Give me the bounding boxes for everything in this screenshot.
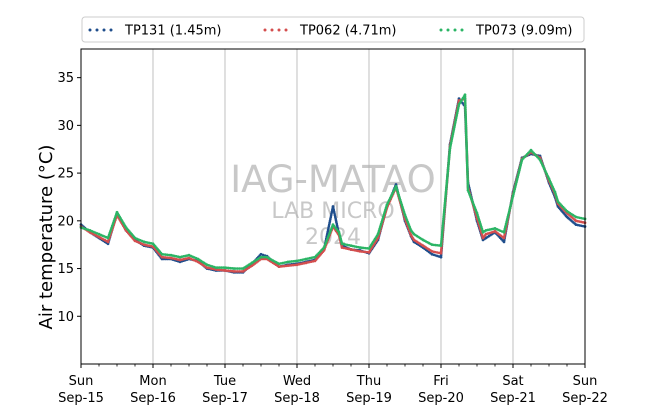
series-trace (216, 266, 220, 269)
grid-lines (152, 49, 514, 364)
x-tick-date: Sep-20 (418, 391, 464, 406)
legend-marker (277, 28, 281, 32)
legend-box (81, 16, 585, 43)
data-point (214, 266, 218, 269)
data-point (259, 255, 263, 259)
x-tick-day: Fri (433, 374, 449, 389)
legend-marker (284, 28, 288, 32)
series-trace (236, 267, 239, 270)
legend-marker (453, 28, 457, 32)
legend-item: TP062 (4.71m) (263, 24, 396, 39)
legend: TP131 (1.45m) TP062 (4.71m) TP073 (9.09m) (81, 16, 585, 43)
series-trace (238, 270, 241, 273)
legend-marker (109, 28, 113, 32)
y-tick-label: 20 (57, 214, 74, 229)
x-tick-date: Sep-19 (346, 391, 392, 406)
series-trace (236, 270, 239, 273)
legend-marker (102, 28, 106, 32)
x-tick-date: Sep-17 (202, 391, 248, 406)
data-points (79, 93, 587, 274)
data-point (457, 99, 461, 102)
y-tick-label: 30 (57, 119, 74, 134)
x-tick-day: Tue (213, 374, 236, 389)
y-tick-label: 10 (57, 310, 74, 325)
y-axis-label: Air temperature (°C) (36, 145, 57, 330)
legend-item: TP131 (1.45m) (88, 24, 221, 39)
y-tick-label: 25 (57, 167, 74, 182)
watermark: IAG-MATAO LAB MICRO 2024 (230, 158, 435, 250)
legend-marker (95, 28, 99, 32)
series-trace (261, 257, 265, 261)
watermark-line-1: IAG-MATAO (230, 158, 435, 201)
x-tick-day: Mon (139, 374, 166, 389)
x-axis: Sun Sep-15 Mon Sep-16 Tue Sep-17 Wed Sep-18 Thu S… (58, 364, 608, 406)
legend-item: TP073 (9.09m) (439, 24, 572, 39)
legend-marker (439, 28, 443, 32)
legend-marker (270, 28, 274, 32)
data-point (232, 267, 236, 270)
x-tick-date: Sep-22 (562, 391, 608, 406)
legend-label: TP073 (9.09m) (475, 24, 572, 39)
y-tick-label: 35 (57, 71, 74, 86)
series-TP073 (9.09m) (79, 93, 587, 270)
series-trace (263, 257, 267, 261)
series-trace (263, 255, 267, 259)
x-tick-day: Sat (502, 374, 523, 389)
legend-label: TP131 (1.45m) (124, 24, 221, 39)
series-trace (220, 266, 223, 269)
series-trace (234, 267, 238, 270)
x-tick-date: Sep-15 (58, 391, 104, 406)
x-tick-day: Sun (69, 374, 94, 389)
series-trace (261, 255, 265, 259)
legend-marker (263, 28, 267, 32)
y-axis: 10 15 20 25 30 35 (57, 71, 81, 325)
legend-marker (88, 28, 92, 32)
x-tick-day: Wed (283, 374, 311, 389)
legend-marker (446, 28, 450, 32)
x-tick-date: Sep-16 (130, 391, 176, 406)
x-tick-day: Thu (356, 374, 381, 389)
data-point (259, 252, 263, 256)
series-trace (234, 270, 238, 273)
x-tick-date: Sep-18 (274, 391, 320, 406)
legend-marker (460, 28, 464, 32)
series-trace (261, 253, 265, 257)
x-tick-date: Sep-21 (490, 391, 536, 406)
series-trace (238, 267, 241, 270)
series-trace (218, 266, 221, 269)
data-point (232, 270, 236, 273)
legend-label: TP062 (4.71m) (299, 24, 396, 39)
x-tick-day: Sun (573, 374, 598, 389)
y-tick-label: 15 (57, 262, 74, 277)
